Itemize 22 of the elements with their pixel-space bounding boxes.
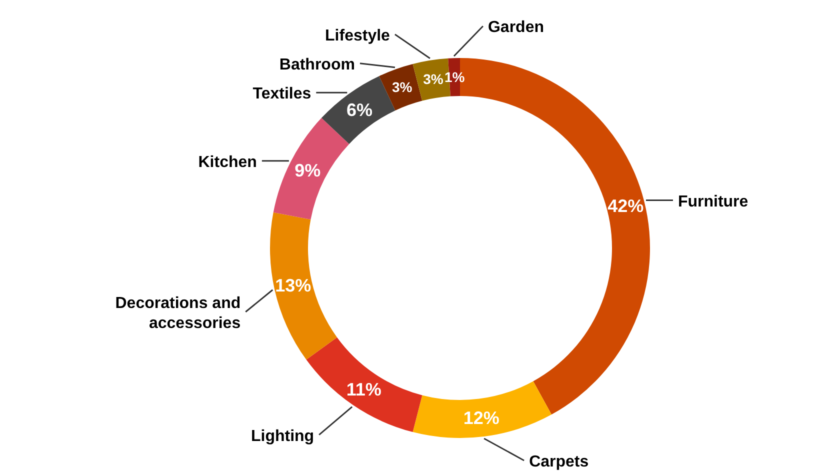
slice-label: Decorations and accessories	[115, 294, 241, 332]
slice-label: Furniture	[678, 193, 748, 210]
donut-slice	[270, 212, 338, 360]
slice-label: Textiles	[252, 86, 312, 103]
data-label: 42%	[608, 196, 644, 216]
data-label: 6%	[346, 100, 372, 120]
slice-label: Bathroom	[279, 56, 355, 74]
slice-label: Lifestyle	[325, 27, 390, 44]
data-label: 13%	[275, 276, 312, 296]
data-label: 11%	[346, 380, 382, 400]
data-label: 3%	[423, 71, 444, 88]
donut-slice	[379, 64, 422, 110]
slice-label: Carpets	[529, 453, 589, 470]
data-label: 12%	[463, 408, 500, 428]
donut-slice	[273, 118, 350, 220]
slice-label: Garden	[488, 19, 544, 36]
slice-label: Kitchen	[198, 154, 257, 171]
data-label: 9%	[294, 160, 321, 181]
donut-slice	[412, 381, 552, 438]
data-label: 1%	[444, 68, 466, 85]
slice-label: Lighting	[250, 428, 314, 445]
data-label: 3%	[392, 79, 413, 96]
